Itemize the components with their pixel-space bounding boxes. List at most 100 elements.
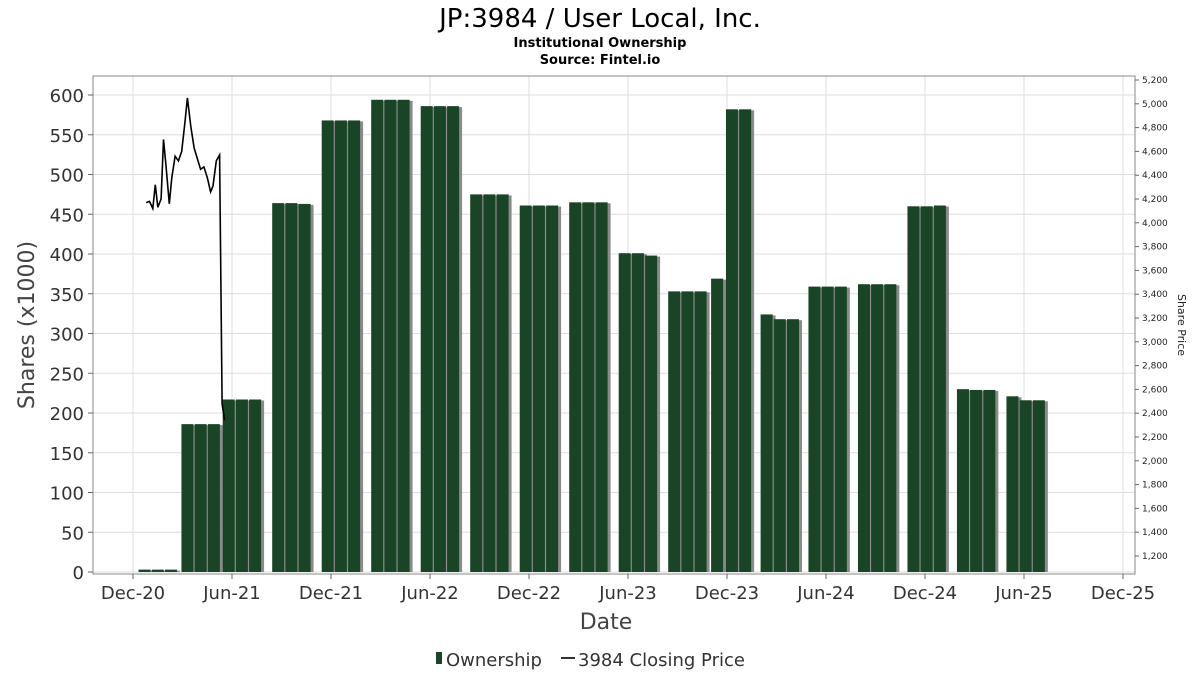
ownership-bar [595, 202, 608, 572]
x-tick-label: Jun-22 [400, 583, 459, 604]
x-tick-label: Dec-23 [695, 583, 759, 604]
chart-subtitle: Institutional Ownership [514, 36, 687, 51]
y2-tick-label: 3,400 [1142, 290, 1168, 300]
ownership-bar [397, 99, 410, 573]
y-tick-label: 400 [50, 245, 84, 266]
x-tick-label: Dec-24 [893, 583, 957, 604]
y2-tick-label: 4,800 [1142, 124, 1168, 134]
ownership-bar [681, 291, 694, 572]
ownership-bar [668, 291, 681, 572]
ownership-bar [871, 284, 884, 572]
price-line [145, 97, 226, 421]
ownership-bar [371, 99, 384, 573]
ownership-bars [138, 99, 1048, 573]
ownership-bar [618, 253, 631, 572]
y2-tick-label: 3,000 [1142, 338, 1168, 348]
ownership-bar [334, 120, 347, 572]
y-tick-label: 0 [73, 563, 84, 584]
y-axis-left: 0 50 100 150 200 250 300 350 400 450 500 550 600 [50, 86, 93, 584]
ownership-bar [760, 314, 773, 572]
y2-tick-label: 2,200 [1142, 433, 1168, 443]
chart-title: JP:3984 / User Local, Inc. [437, 4, 761, 34]
y2-tick-label: 1,800 [1142, 481, 1168, 491]
ownership-bar [164, 569, 177, 572]
y2-tick-label: 5,200 [1142, 76, 1168, 86]
ownership-bar [420, 106, 433, 572]
ownership-bar [447, 106, 460, 572]
ownership-bar [1032, 400, 1045, 572]
y2-tick-label: 3,200 [1142, 314, 1168, 324]
y2-tick-label: 4,000 [1142, 219, 1168, 229]
ownership-bar [821, 286, 834, 572]
x-axis: Dec-20 Jun-21 Dec-21 Jun-22 Dec-22 Jun-23 Dec-… [101, 574, 1155, 604]
y2-tick-label: 2,000 [1142, 457, 1168, 467]
ownership-bar [348, 120, 361, 572]
legend-ownership-swatch [436, 652, 442, 664]
ownership-bar [433, 106, 446, 572]
ownership-bar [725, 109, 738, 572]
ownership-bar [857, 284, 870, 572]
ownership-bar [272, 203, 285, 572]
ownership-bar [321, 120, 334, 572]
y-tick-label: 600 [50, 86, 84, 107]
legend-price-label: 3984 Closing Price [578, 650, 745, 671]
y-tick-label: 200 [50, 404, 84, 425]
ownership-bar [151, 569, 164, 572]
ownership-bar [694, 291, 707, 572]
x-axis-title: Date [580, 610, 633, 635]
y-tick-label: 350 [50, 285, 84, 306]
ownership-bar [235, 399, 248, 572]
y-tick-label: 500 [50, 166, 84, 187]
y-tick-label: 300 [50, 325, 84, 346]
ownership-bar [956, 389, 969, 572]
ownership-bar [546, 205, 559, 572]
ownership-bar [470, 194, 483, 572]
y2-tick-label: 1,200 [1142, 552, 1168, 562]
ownership-bar [773, 319, 786, 572]
legend: Ownership 3984 Closing Price [436, 650, 745, 671]
y-tick-label: 100 [50, 484, 84, 505]
ownership-bar [711, 278, 724, 572]
ownership-bar [384, 99, 397, 573]
x-tick-label: Dec-25 [1091, 583, 1155, 604]
ownership-bar [933, 205, 946, 572]
y2-tick-label: 3,800 [1142, 243, 1168, 253]
ownership-bar [298, 203, 311, 573]
ownership-bar [983, 389, 996, 572]
ownership-bar [907, 206, 920, 573]
ownership-bar [285, 203, 298, 572]
x-tick-label: Dec-21 [299, 583, 363, 604]
y-tick-label: 50 [61, 523, 84, 544]
ownership-bar [631, 253, 644, 572]
ownership-bar [138, 569, 151, 572]
chart-source: Source: Fintel.io [540, 53, 661, 68]
ownership-bar [970, 389, 983, 572]
ownership-bar [222, 399, 235, 572]
plot-frame [92, 75, 1136, 575]
y2-axis-title: Share Price [1175, 294, 1188, 356]
ownership-bar [884, 284, 897, 572]
ownership-bar [582, 202, 595, 572]
y2-tick-label: 2,600 [1142, 385, 1168, 395]
x-tick-label: Jun-24 [796, 583, 855, 604]
ownership-bar [834, 286, 847, 572]
y-tick-label: 150 [50, 444, 84, 465]
y2-tick-label: 4,200 [1142, 195, 1168, 205]
x-tick-label: Jun-25 [994, 583, 1053, 604]
y2-tick-label: 2,800 [1142, 362, 1168, 372]
ownership-bar [920, 206, 933, 573]
ownership-bar [808, 286, 821, 572]
y2-tick-label: 4,400 [1142, 171, 1168, 181]
x-tick-label: Dec-20 [101, 583, 165, 604]
ownership-bar [181, 424, 194, 572]
y2-tick-label: 4,600 [1142, 147, 1168, 157]
y-tick-label: 550 [50, 126, 84, 147]
y-axis-right: 1,200 1,400 1,600 1,800 2,000 2,200 2,400 2,600… [1135, 76, 1168, 562]
y2-tick-label: 1,600 [1142, 504, 1168, 514]
legend-ownership-label: Ownership [446, 650, 542, 671]
y-tick-label: 450 [50, 205, 84, 226]
x-tick-label: Dec-22 [497, 583, 561, 604]
x-tick-label: Jun-23 [598, 583, 657, 604]
ownership-bar [483, 194, 496, 572]
ownership-bar [532, 205, 545, 572]
